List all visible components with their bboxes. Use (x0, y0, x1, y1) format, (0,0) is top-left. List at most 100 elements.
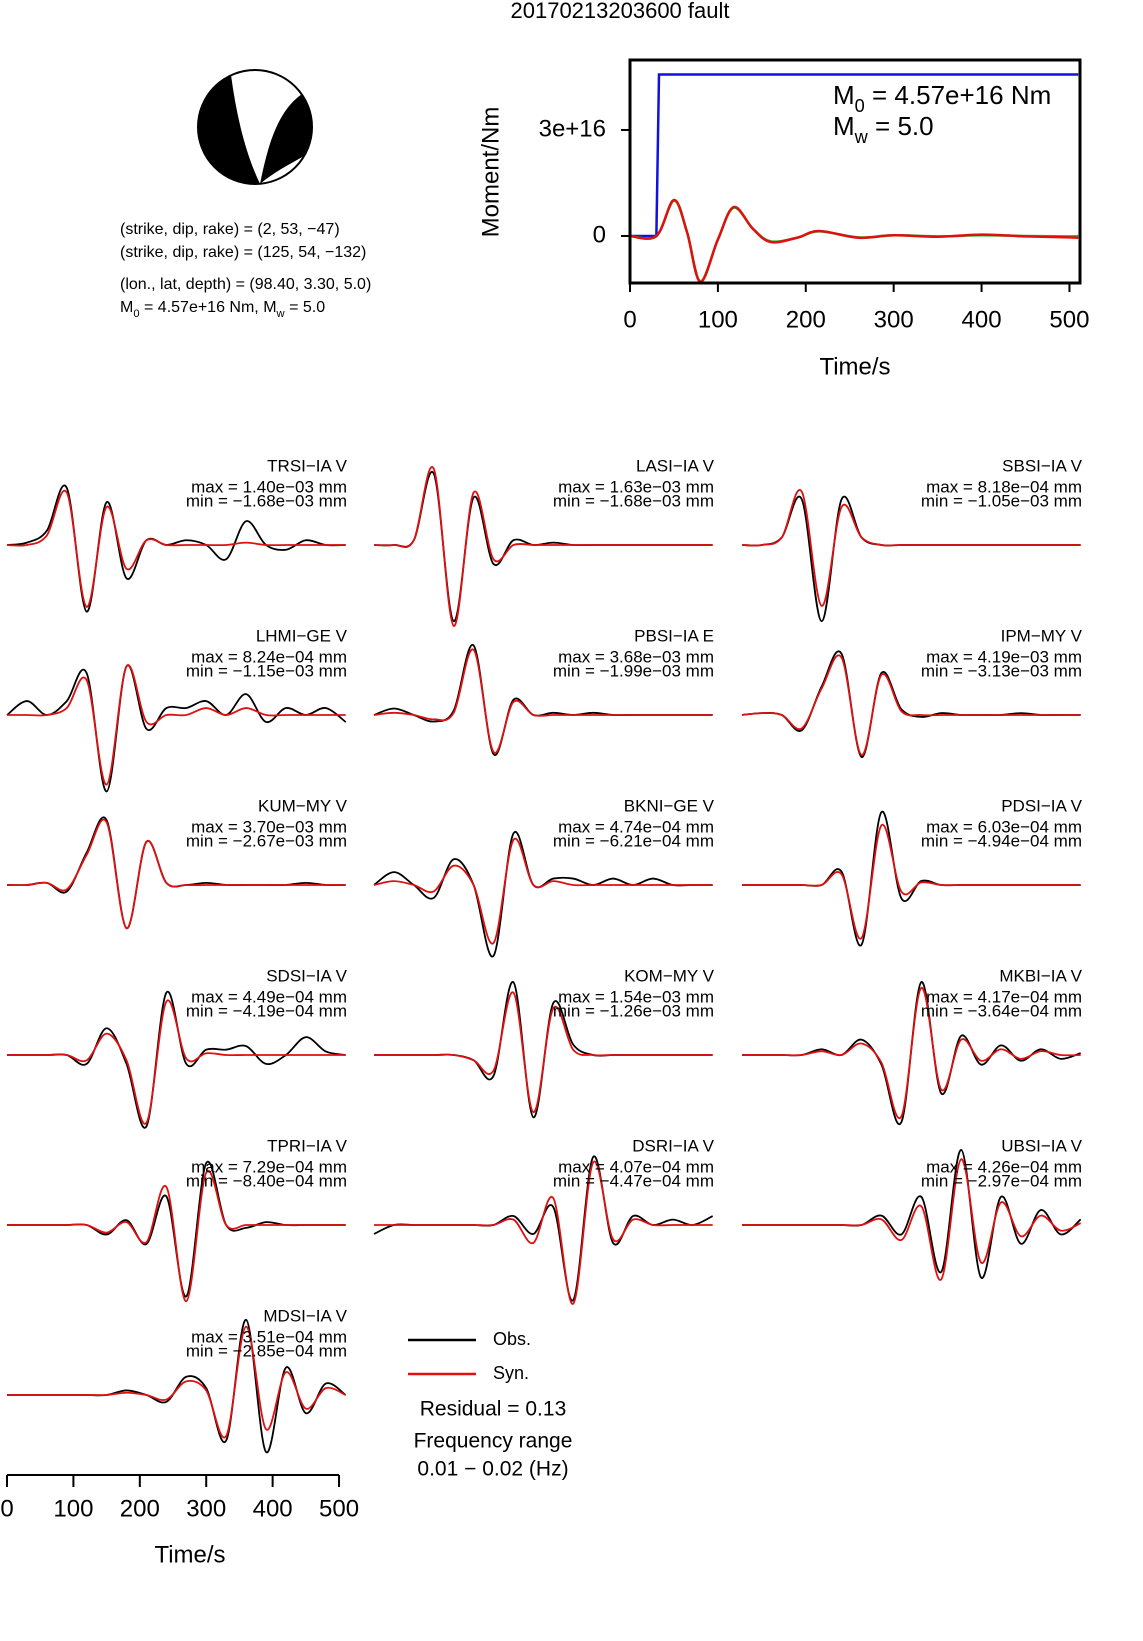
frequency-label: Frequency range (414, 1430, 573, 1453)
x-tick-label: 300 (874, 306, 914, 333)
legend: Obs. Syn. (408, 1329, 531, 1383)
annotation: M0 = 4.57e+16 Nm (833, 80, 1051, 116)
max-amplitude: max = 4.26e−04 mm (926, 1157, 1082, 1176)
min-amplitude: min = −1.68e−03 mm (553, 491, 714, 510)
station-name: KOM−MY V (624, 966, 715, 985)
observed-waveform (741, 495, 1081, 623)
max-amplitude: max = 4.74e−04 mm (558, 817, 714, 836)
station-name: BKNI−GE V (624, 796, 715, 815)
synthetic-waveform (741, 986, 1081, 1120)
y-axis-label: Moment/Nm (477, 107, 504, 238)
synthetic-waveform (373, 837, 713, 945)
max-amplitude: max = 4.49e−04 mm (191, 987, 347, 1006)
beachball-white-lobe (231, 69, 302, 184)
x-tick-label: 500 (1049, 306, 1089, 333)
station-name: SDSI−IA V (266, 966, 347, 985)
max-amplitude: max = 6.03e−04 mm (926, 817, 1082, 836)
max-amplitude: max = 8.24e−04 mm (191, 647, 347, 666)
x-tick-label: 200 (120, 1495, 160, 1522)
subscript: w (854, 127, 869, 147)
min-amplitude: min = −6.21e−04 mm (553, 831, 714, 850)
synthetic-waveform (7, 1169, 346, 1303)
station-name: PDSI−IA V (1001, 796, 1082, 815)
moment-curve (629, 199, 1079, 283)
min-amplitude: min = −4.19e−04 mm (186, 1001, 347, 1020)
min-amplitude: min = −1.68e−03 mm (186, 491, 347, 510)
nodal-plane: (strike, dip, rake) = (125, 54, −132) (120, 244, 366, 261)
min-amplitude: min = −2.67e−03 mm (186, 831, 347, 850)
x-tick-label: 100 (53, 1495, 93, 1522)
synthetic-waveform (6, 818, 346, 930)
max-amplitude: max = 4.19e−03 mm (926, 647, 1082, 666)
station-name: KUM−MY V (258, 796, 348, 815)
min-amplitude: min = −3.13e−03 mm (921, 661, 1082, 680)
subscript: 0 (133, 308, 139, 320)
x-tick-label: 300 (186, 1495, 226, 1522)
max-amplitude: max = 8.18e−04 mm (926, 477, 1082, 496)
location: (lon., lat, depth) = (98.40, 3.30, 5.0) (120, 276, 371, 293)
station-name: LHMI−GE V (256, 626, 348, 645)
synthetic-waveform (6, 489, 346, 608)
synthetic-waveform (741, 489, 1081, 607)
station-name: SBSI−IA V (1002, 456, 1083, 475)
station-name: IPM−MY V (1001, 626, 1083, 645)
observed-waveform (741, 650, 1081, 758)
text-part: M (120, 299, 133, 316)
min-amplitude: min = −1.99e−03 mm (553, 661, 714, 680)
text-part: = 5.0 (285, 299, 326, 316)
synthetic-waveform (373, 466, 713, 627)
plot-frame (628, 58, 1082, 285)
observed-waveform (6, 664, 347, 793)
synthetic-waveform (7, 664, 346, 786)
x-tick-label: 500 (319, 1495, 359, 1522)
min-amplitude: min = −2.97e−04 mm (921, 1171, 1082, 1190)
moment-curve (630, 73, 1079, 238)
text-part: M (833, 80, 855, 110)
frequency-range: 0.01 − 0.02 (Hz) (417, 1458, 568, 1481)
station-name: DSRI−IA V (632, 1136, 714, 1155)
min-amplitude: min = −4.94e−04 mm (921, 831, 1082, 850)
min-amplitude: min = −2.85e−04 mm (186, 1341, 347, 1360)
x-tick-label: 400 (253, 1495, 293, 1522)
station-name: MKBI−IA V (999, 966, 1082, 985)
synthetic-waveform (373, 991, 713, 1114)
min-amplitude: min = −1.26e−03 mm (553, 1001, 714, 1020)
synthetic-waveform (6, 999, 346, 1125)
magnitude: M0 = 4.57e+16 Nm, Mw = 5.0 (120, 299, 325, 320)
synthetic-waveform (374, 1160, 713, 1305)
x-tick-label: 0 (623, 306, 636, 333)
max-amplitude: max = 1.63e−03 mm (558, 477, 714, 496)
station-name: MDSI−IA V (263, 1306, 347, 1325)
max-amplitude: max = 4.07e−04 mm (558, 1157, 714, 1176)
x-tick-label: 0 (0, 1495, 13, 1522)
text-part: = 4.57e+16 Nm (865, 80, 1051, 110)
moment-curve (629, 198, 1079, 284)
min-amplitude: min = −4.47e−04 mm (553, 1171, 714, 1190)
residual: Residual = 0.13 (420, 1398, 567, 1421)
x-tick-label: 400 (962, 306, 1002, 333)
x-tick-label: 100 (698, 306, 738, 333)
synthetic-waveform (7, 1325, 347, 1439)
synthetic-waveform (741, 824, 1081, 940)
x-axis-label: Time/s (154, 1541, 225, 1568)
station-name: TPRI−IA V (267, 1136, 347, 1155)
station-name: PBSI−IA E (634, 626, 714, 645)
max-amplitude: max = 7.29e−04 mm (191, 1157, 347, 1176)
legend-label: Obs. (493, 1329, 531, 1349)
station-name: LASI−IA V (636, 456, 715, 475)
annotation: Mw = 5.0 (833, 111, 934, 147)
